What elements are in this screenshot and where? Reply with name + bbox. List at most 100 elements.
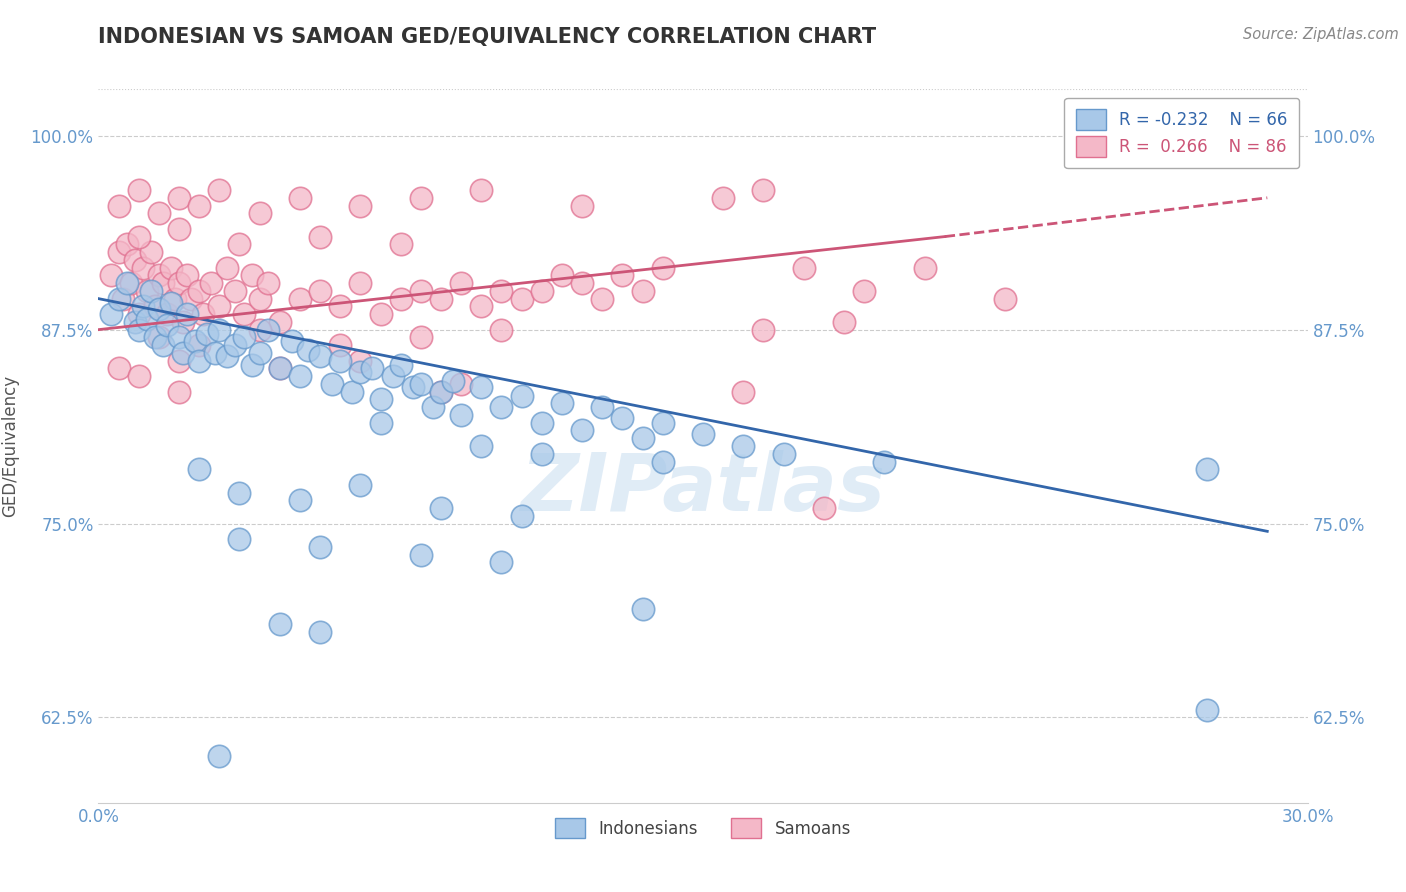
Point [152,338,174,352]
Point [139,245,162,260]
Point [309,284,332,298]
Point [115,237,138,252]
Point [288,493,311,508]
Point [188,198,211,212]
Point [217,349,239,363]
Point [249,323,271,337]
Point [163,292,186,306]
Point [711,191,734,205]
Point [148,302,170,317]
Point [240,359,263,373]
Point [612,268,634,283]
Point [228,532,250,546]
Point [172,346,194,360]
Point [309,625,332,640]
Point [772,447,794,461]
Point [167,276,190,290]
Point [128,229,150,244]
Point [793,260,815,275]
Point [551,395,574,409]
Point [152,276,174,290]
Point [288,292,311,306]
Point [571,424,593,438]
Point [491,323,513,337]
Point [148,206,170,220]
Point [188,284,211,298]
Point [752,183,775,197]
Point [491,284,513,298]
Point [228,237,250,252]
Point [135,311,157,326]
Point [135,284,157,298]
Point [111,292,134,306]
Point [309,540,332,554]
Point [389,359,412,373]
Point [107,198,129,212]
Point [143,330,166,344]
Point [269,361,291,376]
Point [450,376,472,391]
Point [269,315,291,329]
Point [156,307,179,321]
Point [208,183,231,197]
Point [200,276,222,290]
Point [232,330,254,344]
Point [510,508,533,523]
Point [160,296,183,310]
Point [370,392,392,407]
Point [631,431,654,445]
Point [160,260,183,275]
Point [530,447,553,461]
Point [148,268,170,283]
Point [631,602,654,616]
Point [530,416,553,430]
Text: INDONESIAN VS SAMOAN GED/EQUIVALENCY CORRELATION CHART: INDONESIAN VS SAMOAN GED/EQUIVALENCY COR… [98,27,876,46]
Point [172,315,194,329]
Point [156,318,179,332]
Point [128,307,150,321]
Point [281,334,304,348]
Point [107,361,129,376]
Point [409,191,432,205]
Point [232,307,254,321]
Point [128,183,150,197]
Point [167,191,190,205]
Point [124,315,146,329]
Point [249,206,271,220]
Y-axis label: GED/Equivalency: GED/Equivalency [1,375,20,517]
Point [914,260,936,275]
Point [491,401,513,415]
Point [510,389,533,403]
Point [342,384,364,399]
Point [832,315,855,329]
Point [441,374,464,388]
Point [132,260,155,275]
Point [107,245,129,260]
Point [470,439,492,453]
Point [240,268,263,283]
Point [612,411,634,425]
Point [430,501,453,516]
Point [329,299,352,313]
Point [651,416,673,430]
Point [349,353,371,368]
Point [217,260,239,275]
Point [349,276,371,290]
Point [994,292,1017,306]
Point [288,191,311,205]
Point [124,252,146,267]
Point [430,384,453,399]
Point [128,323,150,337]
Point [470,183,492,197]
Point [184,334,207,348]
Point [148,330,170,344]
Point [193,307,215,321]
Point [195,327,218,342]
Point [530,284,553,298]
Point [269,361,291,376]
Point [752,323,775,337]
Point [349,477,371,491]
Point [470,380,492,394]
Point [180,292,202,306]
Point [389,292,412,306]
